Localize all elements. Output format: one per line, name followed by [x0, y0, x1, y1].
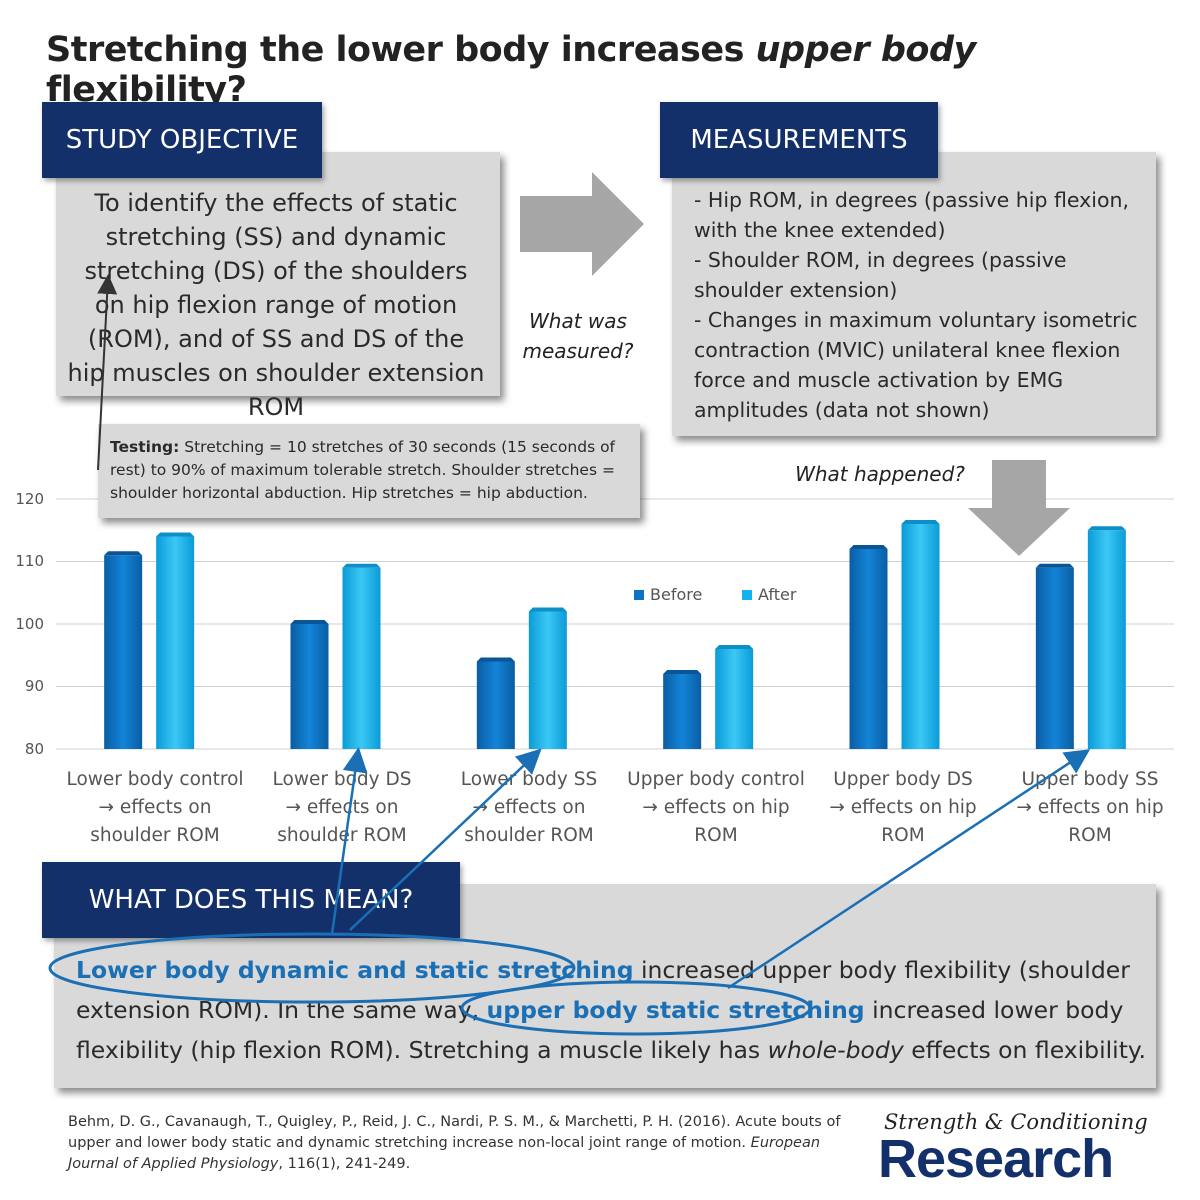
x-label-line: → effects on hip: [621, 794, 811, 822]
x-category-label: Lower body SS → effects on shoulder ROM: [434, 766, 624, 850]
bar-after: [902, 524, 940, 749]
x-label-line: Upper body DS: [808, 766, 998, 794]
x-label-line: ROM: [808, 822, 998, 850]
x-category-label: Upper body SS → effects on hip ROM: [995, 766, 1185, 850]
x-label-line: ROM: [621, 822, 811, 850]
bar-cap: [715, 645, 753, 649]
bar-before: [477, 662, 515, 750]
bar-after: [529, 612, 567, 750]
x-label-line: shoulder ROM: [60, 822, 250, 850]
x-label-line: Lower body SS: [434, 766, 624, 794]
testing-body: Stretching = 10 stretches of 30 seconds …: [110, 438, 615, 502]
meaning-part3: effects on flexibility.: [904, 1036, 1146, 1064]
bar-before: [104, 555, 142, 749]
citation-text: Behm, D. G., Cavanaugh, T., Quigley, P.,…: [68, 1114, 840, 1151]
y-tick-label: 80: [4, 740, 44, 758]
y-tick-label: 100: [4, 615, 44, 633]
meaning-emphasis: whole-body: [768, 1036, 904, 1064]
testing-label: Testing:: [110, 438, 179, 456]
bar-before: [663, 674, 701, 749]
bar-after: [343, 568, 381, 749]
logo-wordmark: Research: [878, 1128, 1113, 1190]
x-label-line: → effects on: [60, 794, 250, 822]
bar-after: [156, 537, 194, 750]
x-label-line: Upper body control: [621, 766, 811, 794]
chart-bars: [104, 520, 1126, 749]
meaning-text: Lower body dynamic and static stretching…: [76, 950, 1156, 1070]
bar-before: [1036, 568, 1074, 749]
bar-cap: [477, 658, 515, 662]
legend-label-after: After: [758, 585, 796, 604]
highlight-upper-body: upper body static stretching: [487, 996, 865, 1024]
bar-cap: [529, 608, 567, 612]
legend-before: Before: [634, 585, 702, 604]
bar-before: [850, 549, 888, 749]
bar-cap: [1036, 564, 1074, 568]
meaning-header-label: WHAT DOES THIS MEAN?: [89, 885, 414, 915]
x-label-line: shoulder ROM: [247, 822, 437, 850]
x-category-label: Upper body DS → effects on hip ROM: [808, 766, 998, 850]
right-arrow-icon: [520, 172, 644, 276]
legend-swatch-before: [634, 590, 644, 600]
x-label-line: shoulder ROM: [434, 822, 624, 850]
x-label-line: Lower body DS: [247, 766, 437, 794]
bar-after: [715, 649, 753, 749]
bar-cap: [156, 533, 194, 537]
highlight-lower-body: Lower body dynamic and static stretching: [76, 956, 634, 984]
bar-cap: [850, 545, 888, 549]
legend-after: After: [742, 585, 796, 604]
x-label-line: → effects on: [247, 794, 437, 822]
y-tick-label: 110: [4, 552, 44, 570]
bar-cap: [291, 620, 329, 624]
x-label-line: Upper body SS: [995, 766, 1185, 794]
x-label-line: → effects on: [434, 794, 624, 822]
meaning-header: WHAT DOES THIS MEAN?: [42, 862, 460, 938]
x-category-label: Lower body DS → effects on shoulder ROM: [247, 766, 437, 850]
legend-swatch-after: [742, 590, 752, 600]
y-tick-label: 90: [4, 677, 44, 695]
x-label-line: ROM: [995, 822, 1185, 850]
x-label-line: → effects on hip: [995, 794, 1185, 822]
bar-after: [1088, 530, 1126, 749]
citation-rest: , 116(1), 241-249.: [278, 1156, 410, 1172]
bar-cap: [902, 520, 940, 524]
x-label-line: Lower body control: [60, 766, 250, 794]
x-label-line: → effects on hip: [808, 794, 998, 822]
y-tick-label: 120: [4, 490, 44, 508]
bar-cap: [343, 564, 381, 568]
bar-cap: [1088, 526, 1126, 530]
x-category-label: Lower body control → effects on shoulder R…: [60, 766, 250, 850]
bar-before: [291, 624, 329, 749]
legend-label-before: Before: [650, 585, 702, 604]
citation: Behm, D. G., Cavanaugh, T., Quigley, P.,…: [68, 1112, 848, 1175]
x-category-label: Upper body control → effects on hip ROM: [621, 766, 811, 850]
bar-cap: [663, 670, 701, 674]
testing-text: Testing: Stretching = 10 stretches of 30…: [110, 436, 630, 505]
down-arrow-icon: [968, 460, 1070, 556]
bar-cap: [104, 551, 142, 555]
